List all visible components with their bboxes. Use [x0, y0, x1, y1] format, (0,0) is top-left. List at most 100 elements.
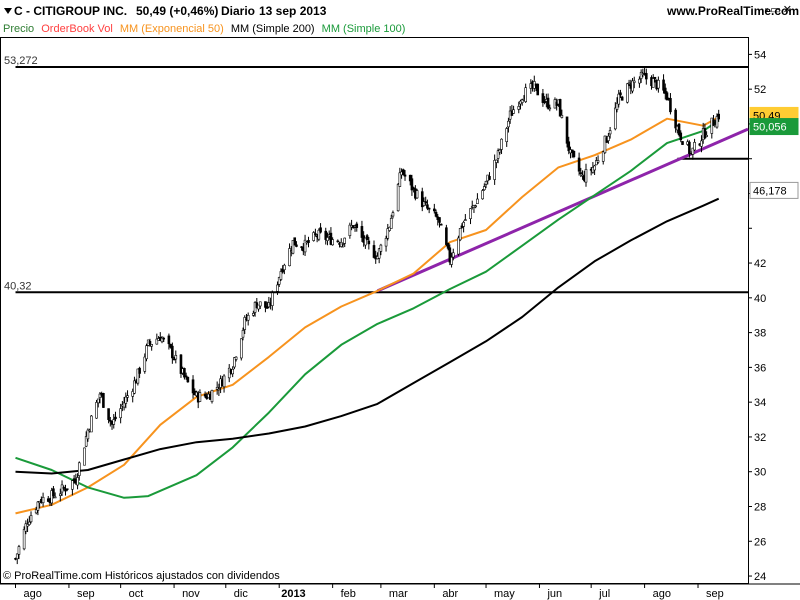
candle-body	[386, 228, 390, 239]
candle-body	[524, 87, 527, 102]
y-tick-label: 30	[754, 467, 766, 479]
candle-body	[483, 186, 486, 191]
candle-body	[227, 367, 231, 379]
candle-body	[241, 330, 245, 338]
candle-body	[71, 480, 74, 490]
y-tick-label: 28	[754, 501, 766, 513]
candle-body	[639, 71, 643, 79]
candle-body	[593, 165, 596, 171]
candle-body	[620, 96, 624, 101]
candle-body	[90, 415, 93, 433]
y-tick-label: 38	[754, 328, 766, 340]
candle-body	[601, 151, 605, 162]
candle-body	[520, 99, 524, 103]
candle-body	[662, 79, 665, 91]
candle-body	[565, 116, 569, 144]
price-tag-box	[749, 118, 799, 136]
candle-body	[512, 109, 515, 114]
x-tick-label: oct	[129, 588, 144, 600]
indicator-legend: Precio OrderBook Vol MM (Exponencial 50)…	[3, 23, 409, 35]
candle-body	[126, 395, 129, 398]
candle-body	[420, 191, 424, 208]
candle-body	[653, 76, 657, 79]
candle-body	[705, 135, 708, 137]
candle-body	[46, 498, 50, 502]
candle-body	[645, 73, 648, 80]
y-tick-label: 40	[754, 293, 766, 305]
price-change: 50,49 (+0,46%)	[136, 4, 219, 18]
candle-body	[615, 102, 619, 110]
candle-body	[281, 268, 284, 273]
candle-body	[579, 172, 583, 174]
candle-body	[233, 357, 236, 368]
candle-body	[276, 284, 279, 292]
x-tick-label: jun	[546, 588, 562, 600]
candle-body	[712, 119, 715, 126]
site-url: www.ProRealTime.com	[667, 4, 800, 18]
candle-body	[462, 222, 465, 227]
x-tick-label: 2013	[281, 588, 305, 600]
price-tag-box	[749, 181, 799, 199]
candle-body	[174, 355, 178, 360]
candle-body	[155, 338, 159, 345]
candle-body	[677, 123, 681, 136]
candle-body	[412, 187, 415, 190]
candle-body	[307, 240, 310, 243]
candle-body	[98, 393, 102, 399]
candle-body	[17, 546, 21, 555]
candle-body	[560, 115, 564, 118]
candle-body	[493, 160, 496, 180]
price-tag-label: 46,178	[753, 185, 787, 197]
candle-body	[631, 80, 634, 92]
candle-body	[505, 128, 509, 142]
candle-body	[246, 315, 250, 321]
dropdown-triangle-icon[interactable]	[4, 8, 12, 14]
candle-body	[210, 389, 214, 402]
legend-orderbook-vol[interactable]: OrderBook Vol	[41, 23, 113, 35]
candle-body	[198, 392, 202, 402]
candle-body	[222, 375, 226, 388]
candle-body	[595, 160, 598, 166]
candle-body	[52, 488, 55, 497]
candle-body	[700, 140, 703, 147]
candle-body	[26, 524, 29, 527]
candle-body	[15, 553, 19, 560]
candle-body	[679, 132, 683, 141]
candle-body	[265, 306, 269, 309]
candle-body	[264, 301, 267, 308]
candle-body	[41, 496, 45, 504]
candle-body	[577, 157, 581, 172]
window-control-icons[interactable]: ▫▭✕	[764, 4, 794, 16]
candle-body	[500, 138, 503, 150]
candle-body	[469, 208, 472, 219]
timeframe: Diario	[221, 4, 256, 18]
candle-body	[448, 247, 452, 263]
candle-body	[688, 141, 691, 154]
legend-sma-100[interactable]: MM (Simple 100)	[321, 23, 406, 35]
legend-ema-50[interactable]: MM (Exponencial 50)	[119, 23, 224, 35]
candle-body	[312, 232, 315, 241]
candle-body	[231, 368, 234, 375]
candle-body	[102, 393, 105, 408]
candle-body	[389, 218, 393, 229]
legend-precio[interactable]: Precio	[3, 23, 35, 35]
candle-body	[422, 201, 426, 206]
candle-body	[53, 496, 57, 499]
candle-body	[445, 227, 448, 245]
candle-body	[112, 419, 116, 425]
candle-body	[169, 343, 172, 348]
candle-body	[495, 159, 498, 163]
candle-body	[567, 141, 571, 152]
candle-body	[179, 354, 183, 374]
candle-body	[77, 462, 81, 476]
y-tick-label: 32	[754, 432, 766, 444]
trend-line	[376, 127, 749, 293]
candle-body	[596, 160, 600, 163]
candle-body	[331, 239, 334, 246]
x-tick-label: feb	[341, 588, 356, 600]
candle-body	[277, 277, 281, 285]
legend-sma-200[interactable]: MM (Simple 200)	[230, 23, 315, 35]
candle-body	[24, 523, 28, 532]
candle-body	[191, 379, 195, 394]
